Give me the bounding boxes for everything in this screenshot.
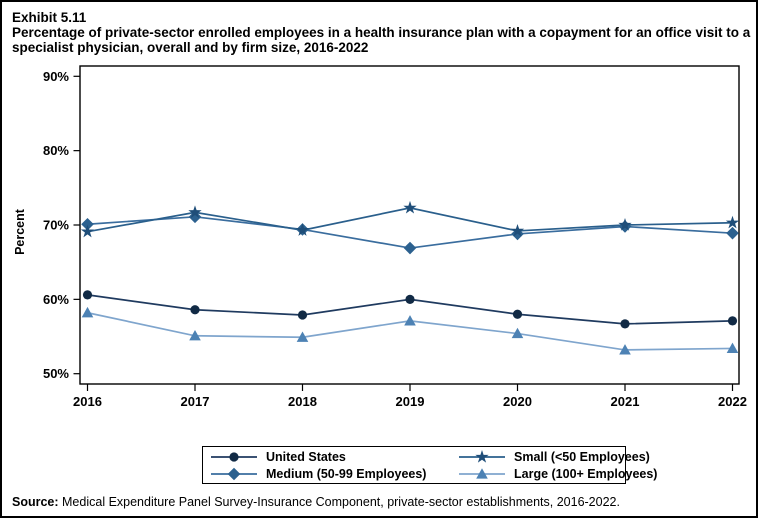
legend-item-united-states: United States (211, 449, 459, 465)
medium-firms-diamond-marker-icon (211, 467, 257, 480)
legend-item-small-firms: Small (<50 Employees) (459, 449, 657, 465)
chart-title: Percentage of private-sector enrolled em… (12, 25, 751, 55)
source-prefix: Source: (12, 495, 59, 509)
legend-item-medium-firms: Medium (50-99 Employees) (211, 466, 459, 482)
svg-text:2020: 2020 (503, 394, 532, 409)
chart-legend: United States Small (<50 Employees) Medi… (202, 446, 657, 484)
source-note: Source: Medical Expenditure Panel Survey… (12, 494, 752, 510)
svg-text:2019: 2019 (396, 394, 425, 409)
legend-item-large-firms: Large (100+ Employees) (459, 466, 657, 482)
series-united-states (82, 290, 738, 329)
legend-label: Small (<50 Employees) (514, 449, 650, 464)
united-states-line-marker-icon (211, 451, 257, 462)
small-firms-star-marker-icon (459, 449, 505, 463)
svg-text:50%: 50% (43, 366, 69, 381)
legend-label: Medium (50-99 Employees) (266, 466, 427, 481)
series-medium-50-99-employees (81, 210, 739, 255)
legend-label: United States (266, 449, 346, 464)
svg-text:80%: 80% (43, 143, 69, 158)
svg-text:2016: 2016 (73, 394, 102, 409)
exhibit-number: Exhibit 5.11 (12, 10, 87, 25)
large-firms-triangle-marker-icon (459, 467, 505, 479)
source-text: Medical Expenditure Panel Survey-Insuran… (58, 495, 620, 509)
legend-label: Large (100+ Employees) (514, 466, 658, 481)
title-block: Exhibit 5.11 Percentage of private-secto… (12, 10, 754, 55)
svg-text:70%: 70% (43, 218, 69, 233)
svg-text:2018: 2018 (288, 394, 317, 409)
svg-text:90%: 90% (43, 69, 69, 84)
series-small-50-employees (80, 200, 740, 238)
series-large-100-employees (81, 306, 739, 355)
svg-text:60%: 60% (43, 292, 69, 307)
svg-text:2022: 2022 (718, 394, 747, 409)
line-chart: 50% 60% 70% 80% 90% 2016 2017 2018 2019 2020 2021 2… (13, 65, 747, 409)
svg-text:2017: 2017 (181, 394, 210, 409)
svg-text:Percent: Percent (13, 208, 27, 255)
svg-text:2021: 2021 (611, 394, 640, 409)
